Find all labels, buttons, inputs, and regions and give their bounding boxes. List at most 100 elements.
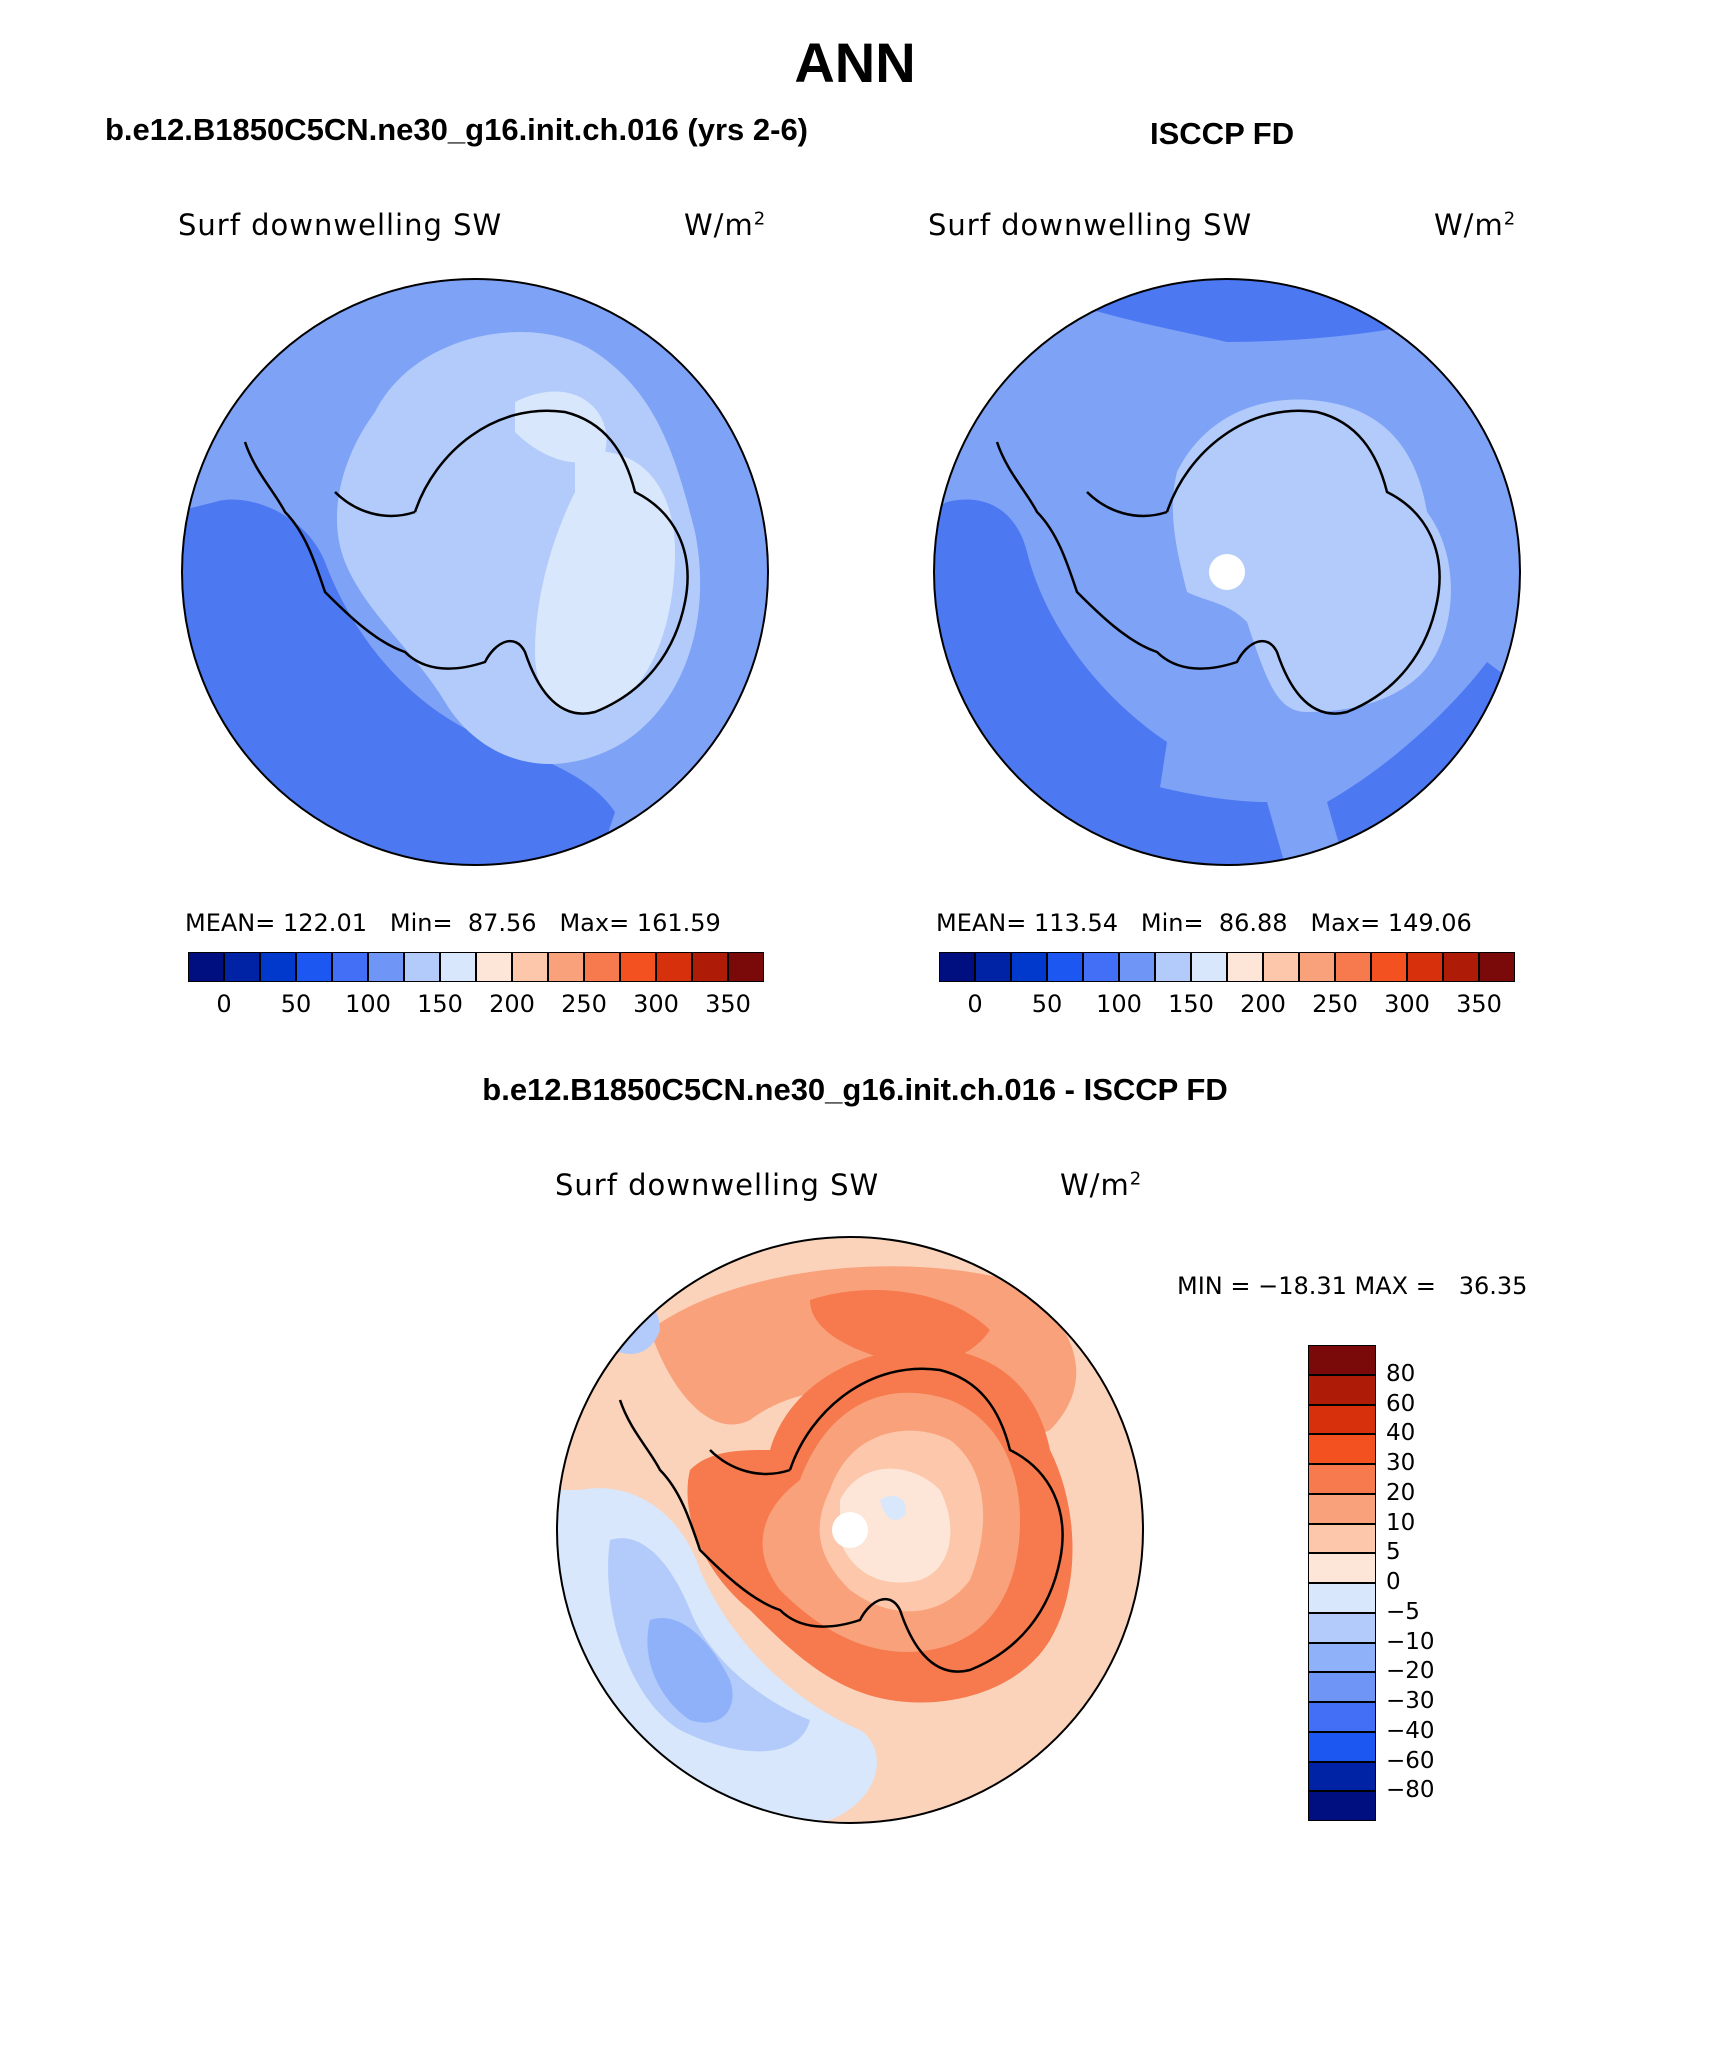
model-polar-map xyxy=(181,278,769,866)
obs-colorbar-box xyxy=(1083,952,1119,982)
model-panel-header: b.e12.B1850C5CN.ne30_g16.init.ch.016 (yr… xyxy=(105,112,809,147)
obs-colorbar-tick-label: 250 xyxy=(1312,990,1358,1018)
model-colorbar-box xyxy=(512,952,548,982)
obs-dark-band-south xyxy=(1107,772,1287,865)
model-colorbar-tick-label: 350 xyxy=(705,990,751,1018)
obs-colorbar-box xyxy=(1407,952,1443,982)
model-colorbar-tick-label: 200 xyxy=(489,990,535,1018)
obs-polar-map xyxy=(933,278,1521,866)
obs-colorbar-box xyxy=(1047,952,1083,982)
obs-units-label: W/m2 xyxy=(1434,208,1517,242)
diff-colorbar-tick-label: 30 xyxy=(1386,1450,1416,1476)
figure-title: ANN xyxy=(794,31,916,94)
obs-colorbar-box xyxy=(975,952,1011,982)
model-colorbar-box xyxy=(296,952,332,982)
diff-colorbar-tick-label: 40 xyxy=(1386,1420,1416,1447)
model-variable-label: Surf downwelling SW xyxy=(178,208,503,242)
obs-colorbar-tick-label: 0 xyxy=(967,990,983,1018)
diff-colorbar-tick-label: −10 xyxy=(1386,1628,1435,1655)
model-colorbar-ticks: 0 50 100 150 200 250 300 350 xyxy=(188,990,764,1020)
obs-colorbar-box xyxy=(1119,952,1155,982)
obs-colorbar-box xyxy=(1155,952,1191,982)
obs-interior xyxy=(1172,399,1451,712)
model-colorbar-tick-label: 150 xyxy=(417,990,463,1018)
model-colorbar-box xyxy=(656,952,692,982)
diff-colorbar-box xyxy=(1308,1702,1376,1732)
diff-coastline xyxy=(618,1367,1064,1673)
diff-colorbar-tick-label: 10 xyxy=(1386,1509,1416,1536)
model-colorbar-box xyxy=(692,952,728,982)
obs-colorbar xyxy=(939,952,1515,982)
obs-colorbar-box xyxy=(1479,952,1515,982)
diff-colorbar-box xyxy=(1308,1374,1376,1405)
model-colorbar-box xyxy=(224,952,260,982)
diff-colorbar-tick-label: −80 xyxy=(1386,1777,1435,1804)
diff-colorbar-tick-label: −30 xyxy=(1386,1688,1435,1714)
diff-colorbar-tick-label: 60 xyxy=(1386,1390,1416,1417)
model-colorbar-box xyxy=(476,952,512,982)
obs-pole-hole xyxy=(1209,554,1245,590)
diff-panel-header: b.e12.B1850C5CN.ne30_g16.init.ch.016 - I… xyxy=(482,1072,1228,1107)
obs-colorbar-box xyxy=(1299,952,1335,982)
model-colorbar-box xyxy=(548,952,584,982)
diff-colorbar-box xyxy=(1308,1642,1376,1673)
diff-colorbar-tick-label: 80 xyxy=(1386,1360,1416,1387)
obs-colorbar-tick-label: 300 xyxy=(1384,990,1430,1018)
diff-west-negative-dark xyxy=(647,1618,733,1723)
diff-colorbar-tick-label: 20 xyxy=(1386,1479,1416,1506)
model-colorbar-box xyxy=(620,952,656,982)
diff-colorbar-box xyxy=(1308,1345,1376,1375)
obs-colorbar-box xyxy=(939,952,975,982)
diff-colorbar-box xyxy=(1308,1464,1376,1494)
obs-colorbar-box xyxy=(1263,952,1299,982)
diff-north-strong xyxy=(810,1290,990,1364)
obs-colorbar-tick-label: 350 xyxy=(1456,990,1502,1018)
diff-colorbar-box xyxy=(1308,1523,1376,1554)
obs-colorbar-box xyxy=(1443,952,1479,982)
diff-colorbar-tick-label: 5 xyxy=(1386,1539,1401,1566)
diff-colorbar-box xyxy=(1308,1791,1376,1821)
model-colorbar-box xyxy=(368,952,404,982)
diff-colorbar-box xyxy=(1308,1583,1376,1613)
diff-pole-hole xyxy=(832,1512,868,1548)
obs-coastline xyxy=(995,409,1441,715)
model-coastline xyxy=(243,409,689,715)
model-colorbar-tick-label: 0 xyxy=(216,990,232,1018)
diff-colorbar-ticks: 80 60 40 30 20 10 5 0 −5 −10 −20 −30 −40 −60 −80 xyxy=(1386,1345,1506,1821)
model-colorbar-box xyxy=(440,952,476,982)
model-colorbar xyxy=(188,952,764,982)
diff-west-negative-mid xyxy=(608,1538,810,1752)
diff-colorbar-box xyxy=(1308,1761,1376,1792)
diff-colorbar-box xyxy=(1308,1731,1376,1762)
model-interior-2 xyxy=(515,391,607,463)
obs-variable-label: Surf downwelling SW xyxy=(928,208,1253,242)
diff-center xyxy=(840,1468,951,1583)
diff-colorbar-tick-label: −60 xyxy=(1386,1747,1435,1774)
diff-colorbar-tick-label: −40 xyxy=(1386,1717,1435,1744)
model-colorbar-tick-label: 250 xyxy=(561,990,607,1018)
diff-variable-label: Surf downwelling SW xyxy=(555,1168,880,1202)
model-colorbar-tick-label: 300 xyxy=(633,990,679,1018)
diff-minmax: MIN = −18.31 MAX = 36.35 xyxy=(1177,1272,1528,1300)
diff-colorbar-box xyxy=(1308,1493,1376,1524)
model-interior xyxy=(535,450,675,714)
diff-colorbar-box xyxy=(1308,1404,1376,1435)
diff-colorbar-box xyxy=(1308,1672,1376,1702)
model-colorbar-tick-label: 50 xyxy=(280,990,312,1018)
obs-colorbar-tick-label: 100 xyxy=(1096,990,1142,1018)
model-units-label: W/m2 xyxy=(684,208,767,242)
diff-center-negative xyxy=(880,1495,906,1520)
model-colorbar-box xyxy=(188,952,224,982)
obs-colorbar-ticks: 0 50 100 150 200 250 300 350 xyxy=(939,990,1515,1020)
obs-colorbar-tick-label: 50 xyxy=(1031,990,1063,1018)
diff-colorbar-tick-label: 0 xyxy=(1386,1569,1401,1595)
model-colorbar-tick-label: 100 xyxy=(345,990,391,1018)
obs-panel-header: ISCCP FD xyxy=(1150,116,1295,151)
model-colorbar-box xyxy=(584,952,620,982)
model-colorbar-box xyxy=(260,952,296,982)
model-colorbar-box xyxy=(332,952,368,982)
diff-polar-map xyxy=(556,1236,1144,1824)
diff-colorbar-tick-label: −20 xyxy=(1386,1658,1435,1685)
obs-colorbar-box xyxy=(1371,952,1407,982)
model-dark-band xyxy=(182,499,615,865)
